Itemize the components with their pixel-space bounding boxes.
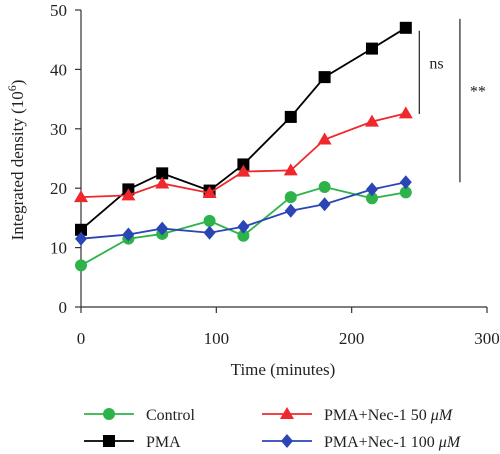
- data-point: [156, 167, 169, 180]
- data-point: [122, 227, 135, 242]
- data-point: [202, 185, 217, 198]
- x-tick-label: 300: [474, 329, 500, 348]
- legend-label-unit: μM: [438, 434, 462, 451]
- data-point: [318, 197, 331, 212]
- legend-item: PMA+Nec-1 100 μM: [262, 434, 462, 451]
- data-point: [237, 158, 250, 171]
- significance-annotations: ns **: [418, 18, 486, 183]
- y-tick-label: 20: [50, 179, 67, 198]
- y-axis-label-close: ): [8, 80, 27, 86]
- data-point: [365, 182, 378, 197]
- legend-label: PMA: [146, 434, 181, 451]
- data-point: [365, 42, 378, 55]
- data-point: [75, 259, 87, 272]
- series-square: [75, 21, 412, 236]
- y-tick-label: 50: [50, 1, 67, 20]
- legend-marker: [103, 408, 115, 420]
- legend-label: PMA+Nec-1 100 μM: [324, 434, 462, 451]
- data-point: [364, 114, 379, 127]
- data-point: [317, 132, 332, 145]
- data-point: [399, 175, 412, 190]
- x-tick-label: 100: [204, 329, 230, 348]
- data-point: [156, 221, 169, 236]
- data-point: [236, 164, 251, 177]
- legend-label-text: PMA+Nec-1 50: [324, 407, 431, 424]
- data-point: [284, 203, 297, 218]
- legend-marker: [103, 435, 115, 447]
- x-tick-label: 0: [77, 329, 86, 348]
- y-tick-label: 40: [50, 60, 67, 79]
- data-point: [237, 219, 250, 234]
- data-point: [203, 225, 216, 240]
- legend-marker: [281, 434, 293, 448]
- y-tick-label: 10: [50, 239, 67, 258]
- data-point: [203, 214, 216, 227]
- legend-label-unit: μM: [430, 407, 454, 424]
- data-point: [237, 229, 250, 242]
- legend-item: Control: [84, 407, 195, 424]
- y-axis-label: Integrated density (106): [5, 80, 27, 241]
- plot-area: [74, 21, 413, 272]
- legend-label-text: PMA+Nec-1 100: [324, 434, 439, 451]
- legend-item: PMA+Nec-1 50 μM: [262, 407, 454, 424]
- axes: 0 100 200 300 0 10 20 30 40 50: [50, 1, 500, 348]
- data-point: [155, 176, 170, 189]
- data-point: [283, 163, 298, 176]
- data-point: [399, 21, 412, 34]
- y-tick-label: 0: [59, 298, 68, 317]
- data-point: [398, 106, 413, 119]
- significance-label: ns: [429, 55, 443, 72]
- y-axis-label-exponent: 6: [5, 85, 19, 91]
- data-point: [365, 192, 378, 205]
- x-axis-label: Time (minutes): [231, 360, 336, 379]
- y-tick-label: 30: [50, 120, 67, 139]
- data-point: [399, 186, 412, 199]
- legend-item: PMA: [84, 434, 181, 451]
- data-point: [121, 188, 136, 201]
- data-point: [284, 110, 297, 123]
- significance-label: **: [470, 84, 486, 101]
- data-point: [75, 231, 87, 246]
- x-tick-label: 200: [339, 329, 365, 348]
- data-point: [75, 223, 87, 236]
- data-point: [284, 191, 297, 204]
- series-triangle: [74, 106, 413, 203]
- y-axis-label-main: Integrated density (10: [8, 91, 27, 240]
- legend-marker: [280, 407, 294, 419]
- series-diamond: [75, 175, 412, 246]
- data-point: [318, 181, 331, 194]
- legend-label: Control: [146, 407, 195, 424]
- data-point: [318, 71, 331, 84]
- data-point: [74, 190, 88, 203]
- legend-label: PMA+Nec-1 50 μM: [324, 407, 454, 424]
